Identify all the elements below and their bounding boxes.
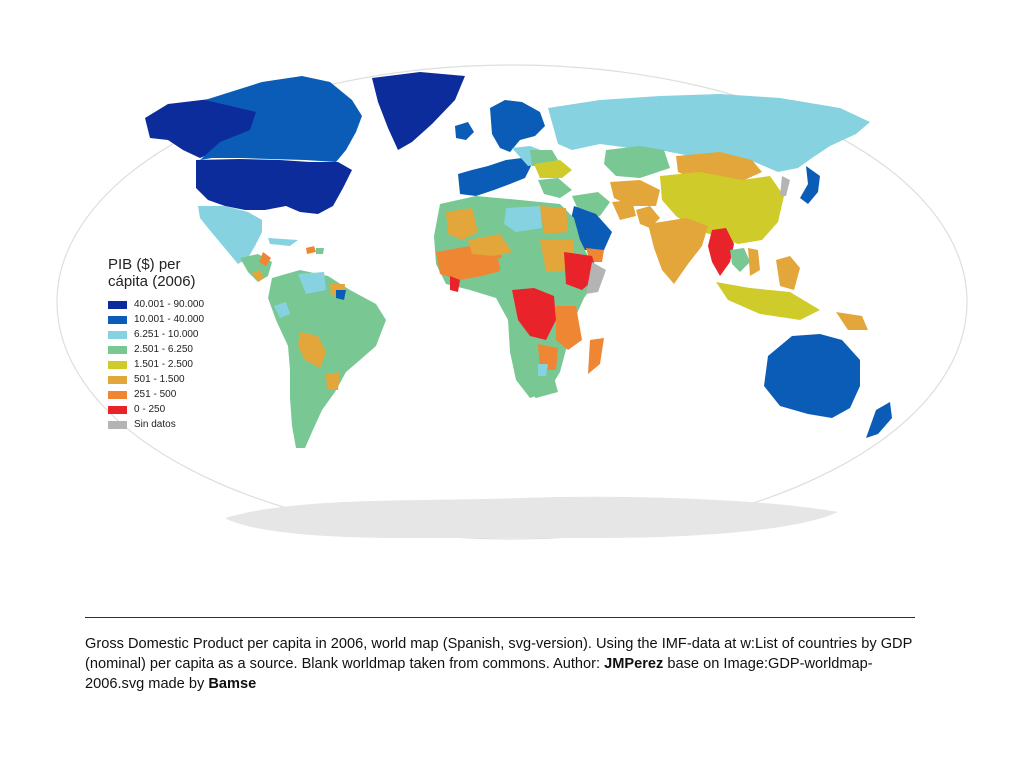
legend-swatch — [108, 405, 127, 414]
country-japan — [800, 166, 820, 204]
country-south-africa — [524, 368, 558, 398]
country-greenland — [372, 72, 465, 150]
country-philippines — [776, 256, 800, 290]
country-mexico — [198, 206, 262, 264]
country-morocco-algeria — [446, 208, 478, 240]
legend-item: 10.001 - 40.000 — [108, 312, 258, 327]
legend-label: 40.001 - 90.000 — [134, 299, 205, 310]
country-uk — [455, 122, 474, 140]
country-scandinavia — [490, 100, 545, 152]
country-indonesia — [716, 282, 820, 320]
country-thailand — [730, 248, 750, 272]
country-canada-islands — [270, 80, 325, 116]
country-dr-congo — [512, 288, 556, 340]
caption-source-author: Bamse — [208, 676, 257, 692]
country-afghanistan — [612, 200, 636, 220]
country-ecuador — [274, 302, 290, 318]
antarctica — [225, 496, 838, 538]
country-tanzania — [556, 306, 582, 350]
country-australia — [764, 334, 860, 418]
country-ukraine — [534, 160, 572, 178]
legend-swatch — [108, 315, 127, 324]
legend-item: 251 - 500 — [108, 387, 258, 402]
legend-label: 1.501 - 2.500 — [134, 359, 193, 370]
africa — [434, 196, 606, 398]
caption-text-2: base on Image:GDP-worldmap-2006.svg made… — [85, 656, 873, 692]
legend-swatch — [108, 300, 127, 309]
country-russia — [548, 94, 870, 172]
country-india — [648, 218, 708, 284]
country-south-america-mass — [268, 270, 386, 448]
legend-item: Sin datos — [108, 417, 258, 432]
legend-item: 1.501 - 2.500 — [108, 357, 258, 372]
country-pakistan — [636, 206, 660, 228]
legend-item: 6.251 - 10.000 — [108, 327, 258, 342]
asia — [548, 94, 870, 290]
country-nicaragua — [252, 270, 264, 282]
country-nigeria — [498, 258, 524, 292]
country-western-europe — [458, 158, 532, 196]
country-botswana — [538, 364, 548, 376]
legend-label: Sin datos — [134, 419, 176, 430]
country-somalia — [586, 262, 606, 294]
country-cuba — [268, 238, 298, 246]
country-dominican-rep — [316, 248, 324, 254]
caption-author: JMPerez — [604, 656, 664, 672]
legend-label: 251 - 500 — [134, 389, 177, 400]
legend-item: 2.501 - 6.250 — [108, 342, 258, 357]
legend-swatch — [108, 420, 127, 429]
country-usa — [196, 159, 352, 214]
legend-label: 10.001 - 40.000 — [134, 314, 205, 325]
legend-label: 501 - 1.500 — [134, 374, 185, 385]
country-paraguay — [326, 372, 340, 390]
country-honduras — [259, 252, 271, 266]
legend-label: 2.501 - 6.250 — [134, 344, 193, 355]
legend-label: 0 - 250 — [134, 404, 166, 415]
legend-item: 501 - 1.500 — [108, 372, 258, 387]
caption: Gross Domestic Product per capita in 200… — [85, 634, 925, 694]
map-legend: PIB ($) per cápita (2006) 40.001 - 90.00… — [108, 256, 258, 432]
legend-item: 40.001 - 90.000 — [108, 297, 258, 312]
country-north-korea — [780, 176, 790, 196]
south-america — [268, 270, 386, 448]
legend-swatch — [108, 375, 127, 384]
legend-item: 0 - 250 — [108, 402, 258, 417]
country-sierra-leone — [450, 276, 460, 292]
legend-swatch — [108, 330, 127, 339]
country-turkey — [538, 178, 572, 198]
europe — [455, 100, 572, 198]
country-myanmar — [708, 228, 734, 276]
country-new-zealand — [866, 402, 892, 438]
country-papua — [836, 312, 868, 330]
country-kazakhstan — [604, 146, 670, 178]
caption-text-1: Gross Domestic Product per capita in 200… — [85, 636, 913, 672]
country-egypt — [540, 206, 568, 234]
legend-title: PIB ($) per cápita (2006) — [108, 256, 196, 290]
country-central-asia — [610, 180, 660, 206]
north-america — [145, 72, 465, 282]
country-french-guiana — [336, 290, 346, 300]
legend-swatch — [108, 390, 127, 399]
legend-swatch — [108, 360, 127, 369]
country-angola — [512, 338, 538, 366]
caption-divider — [85, 617, 915, 618]
country-venezuela — [298, 272, 326, 294]
country-vietnam — [748, 248, 760, 276]
country-mali-niger — [468, 234, 512, 256]
country-haiti — [306, 246, 316, 254]
country-libya — [504, 206, 542, 232]
country-madagascar — [588, 338, 604, 374]
legend-label: 6.251 - 10.000 — [134, 329, 199, 340]
country-zambia-malawi — [538, 344, 558, 370]
world-map — [56, 64, 968, 540]
legend-swatch — [108, 345, 127, 354]
country-bolivia — [298, 332, 326, 368]
legend-items: 40.001 - 90.000 10.001 - 40.000 6.251 - 10… — [108, 297, 258, 432]
oceania — [716, 282, 892, 438]
